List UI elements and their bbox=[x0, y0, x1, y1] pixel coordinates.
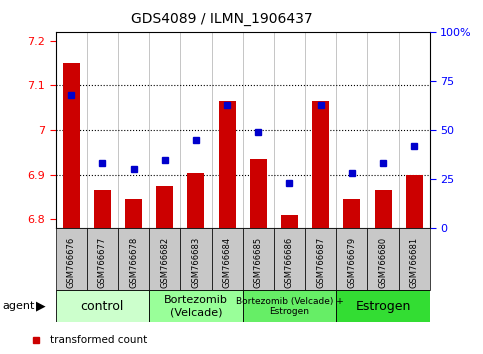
Bar bbox=[87, 228, 118, 290]
Bar bbox=[336, 228, 368, 290]
Bar bbox=[398, 228, 430, 290]
Bar bbox=[125, 199, 142, 228]
Bar bbox=[56, 228, 87, 290]
Bar bbox=[63, 63, 80, 228]
Text: GSM766684: GSM766684 bbox=[223, 236, 232, 287]
Text: ▶: ▶ bbox=[36, 300, 46, 313]
Bar bbox=[281, 215, 298, 228]
Bar bbox=[305, 228, 336, 290]
Bar bbox=[242, 290, 336, 322]
Text: GSM766685: GSM766685 bbox=[254, 236, 263, 287]
Bar bbox=[406, 175, 423, 228]
Bar bbox=[118, 228, 149, 290]
Text: agent: agent bbox=[2, 301, 35, 311]
Bar bbox=[368, 228, 398, 290]
Bar bbox=[149, 290, 242, 322]
Bar bbox=[242, 228, 274, 290]
Text: GSM766679: GSM766679 bbox=[347, 236, 356, 287]
Text: GSM766683: GSM766683 bbox=[191, 236, 200, 288]
Bar bbox=[218, 101, 236, 228]
Bar bbox=[149, 228, 180, 290]
Bar bbox=[156, 186, 173, 228]
Text: GDS4089 / ILMN_1906437: GDS4089 / ILMN_1906437 bbox=[131, 12, 313, 27]
Bar bbox=[187, 172, 204, 228]
Bar bbox=[180, 228, 212, 290]
Text: Bortezomib
(Velcade): Bortezomib (Velcade) bbox=[164, 295, 228, 317]
Bar bbox=[336, 290, 430, 322]
Text: control: control bbox=[81, 300, 124, 313]
Bar bbox=[374, 190, 392, 228]
Text: GSM766686: GSM766686 bbox=[285, 236, 294, 288]
Text: GSM766676: GSM766676 bbox=[67, 236, 76, 288]
Text: transformed count: transformed count bbox=[50, 335, 147, 345]
Bar bbox=[56, 290, 149, 322]
Bar bbox=[312, 101, 329, 228]
Bar bbox=[212, 228, 242, 290]
Text: GSM766687: GSM766687 bbox=[316, 236, 325, 288]
Bar bbox=[250, 159, 267, 228]
Text: GSM766682: GSM766682 bbox=[160, 236, 169, 287]
Text: GSM766681: GSM766681 bbox=[410, 236, 419, 287]
Text: GSM766677: GSM766677 bbox=[98, 236, 107, 288]
Text: Bortezomib (Velcade) +
Estrogen: Bortezomib (Velcade) + Estrogen bbox=[236, 297, 343, 316]
Text: GSM766678: GSM766678 bbox=[129, 236, 138, 288]
Bar bbox=[94, 190, 111, 228]
Text: GSM766680: GSM766680 bbox=[379, 236, 387, 287]
Bar bbox=[274, 228, 305, 290]
Bar bbox=[343, 199, 360, 228]
Text: Estrogen: Estrogen bbox=[355, 300, 411, 313]
